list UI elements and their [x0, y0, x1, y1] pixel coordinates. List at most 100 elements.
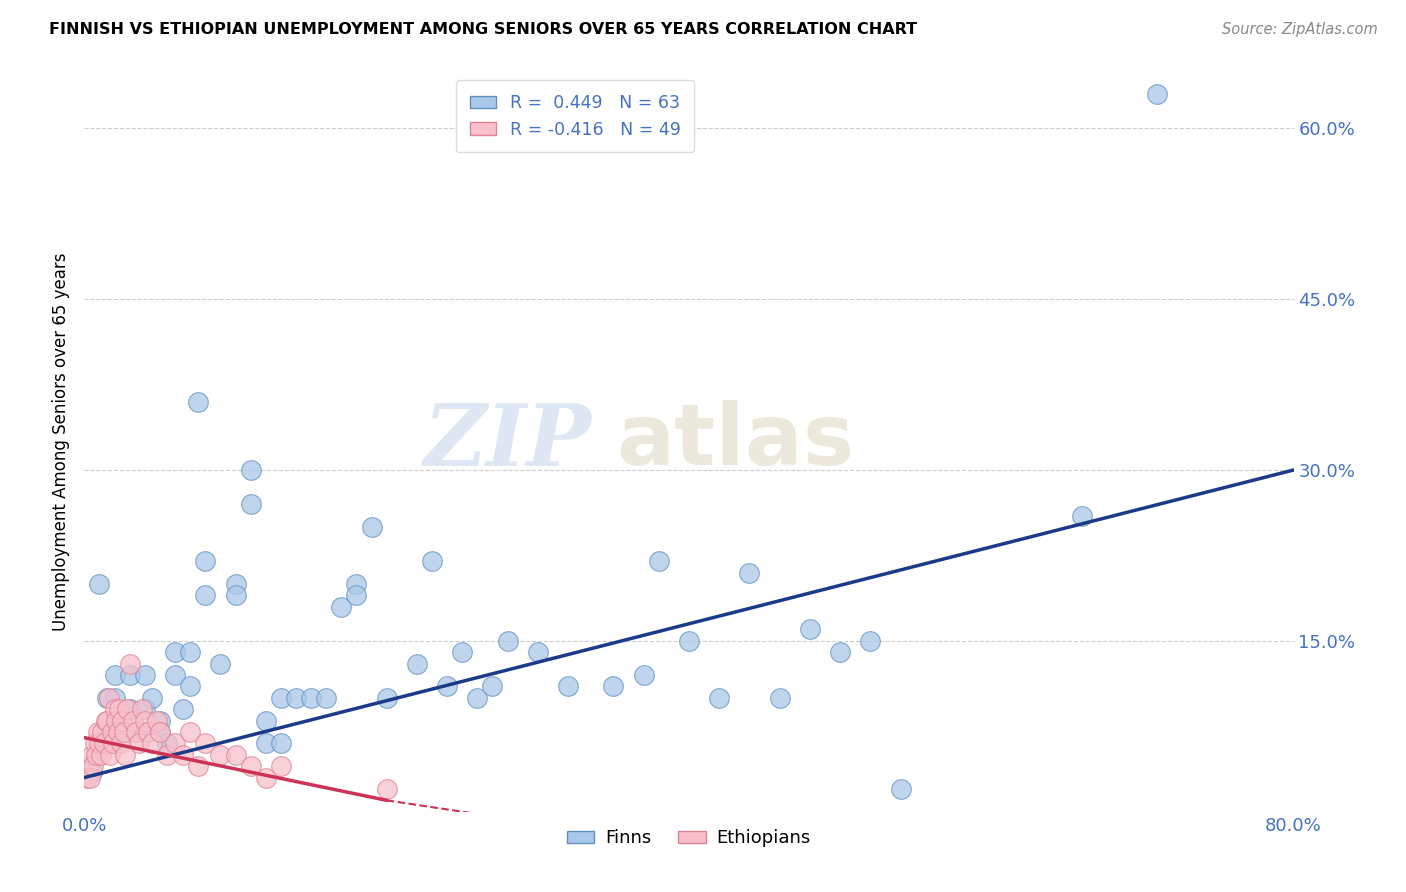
- Point: [451, 645, 474, 659]
- Point: [112, 725, 135, 739]
- Point: [890, 781, 912, 796]
- Point: [239, 759, 262, 773]
- Point: [80, 764, 103, 779]
- Point: [149, 714, 172, 728]
- Point: [165, 645, 187, 659]
- Point: [225, 577, 247, 591]
- Point: [97, 690, 120, 705]
- Point: [557, 680, 579, 694]
- Point: [346, 577, 368, 591]
- Point: [94, 714, 117, 728]
- Point: [90, 747, 112, 762]
- Point: [1146, 87, 1168, 102]
- Point: [859, 633, 882, 648]
- Point: [141, 690, 163, 705]
- Point: [209, 657, 232, 671]
- Text: Source: ZipAtlas.com: Source: ZipAtlas.com: [1222, 22, 1378, 37]
- Point: [254, 771, 277, 785]
- Point: [165, 736, 187, 750]
- Point: [633, 668, 655, 682]
- Point: [118, 702, 141, 716]
- Point: [194, 554, 217, 568]
- Point: [270, 736, 292, 750]
- Point: [156, 747, 179, 762]
- Point: [527, 645, 550, 659]
- Point: [225, 747, 247, 762]
- Point: [98, 747, 121, 762]
- Point: [134, 725, 156, 739]
- Point: [346, 588, 368, 602]
- Point: [496, 633, 519, 648]
- Point: [179, 645, 201, 659]
- Point: [156, 736, 179, 750]
- Point: [738, 566, 761, 580]
- Point: [209, 747, 232, 762]
- Point: [146, 714, 169, 728]
- Point: [121, 714, 143, 728]
- Point: [648, 554, 671, 568]
- Point: [239, 497, 262, 511]
- Point: [101, 736, 124, 750]
- Point: [96, 714, 118, 728]
- Point: [108, 702, 131, 716]
- Point: [115, 702, 138, 716]
- Point: [77, 759, 100, 773]
- Text: ZIP: ZIP: [425, 400, 592, 483]
- Point: [285, 690, 308, 705]
- Point: [89, 736, 111, 750]
- Point: [678, 633, 700, 648]
- Point: [107, 725, 129, 739]
- Text: atlas: atlas: [616, 400, 855, 483]
- Point: [315, 690, 337, 705]
- Point: [104, 702, 127, 716]
- Point: [76, 771, 98, 785]
- Point: [111, 714, 134, 728]
- Point: [125, 725, 148, 739]
- Point: [254, 736, 277, 750]
- Point: [179, 725, 201, 739]
- Point: [114, 747, 136, 762]
- Point: [134, 714, 156, 728]
- Point: [110, 736, 132, 750]
- Point: [86, 747, 108, 762]
- Point: [420, 554, 443, 568]
- Point: [141, 736, 163, 750]
- Point: [82, 759, 104, 773]
- Point: [111, 714, 134, 728]
- Point: [330, 599, 353, 614]
- Point: [96, 690, 118, 705]
- Point: [187, 759, 209, 773]
- Point: [105, 714, 128, 728]
- Point: [467, 690, 489, 705]
- Point: [104, 690, 127, 705]
- Point: [165, 668, 187, 682]
- Point: [602, 680, 624, 694]
- Point: [194, 588, 217, 602]
- Point: [375, 781, 398, 796]
- Point: [79, 771, 101, 785]
- Point: [172, 747, 194, 762]
- Point: [80, 747, 103, 762]
- Point: [769, 690, 792, 705]
- Point: [134, 702, 156, 716]
- Point: [406, 657, 429, 671]
- Point: [179, 680, 201, 694]
- Point: [149, 725, 172, 739]
- Point: [1071, 508, 1094, 523]
- Point: [709, 690, 731, 705]
- Point: [172, 702, 194, 716]
- Point: [360, 520, 382, 534]
- Point: [89, 577, 111, 591]
- Text: FINNISH VS ETHIOPIAN UNEMPLOYMENT AMONG SENIORS OVER 65 YEARS CORRELATION CHART: FINNISH VS ETHIOPIAN UNEMPLOYMENT AMONG …: [49, 22, 917, 37]
- Point: [127, 725, 149, 739]
- Y-axis label: Unemployment Among Seniors over 65 years: Unemployment Among Seniors over 65 years: [52, 252, 70, 631]
- Point: [187, 394, 209, 409]
- Point: [830, 645, 852, 659]
- Point: [254, 714, 277, 728]
- Point: [91, 725, 114, 739]
- Point: [225, 588, 247, 602]
- Point: [104, 668, 127, 682]
- Point: [118, 657, 141, 671]
- Point: [270, 690, 292, 705]
- Point: [375, 690, 398, 705]
